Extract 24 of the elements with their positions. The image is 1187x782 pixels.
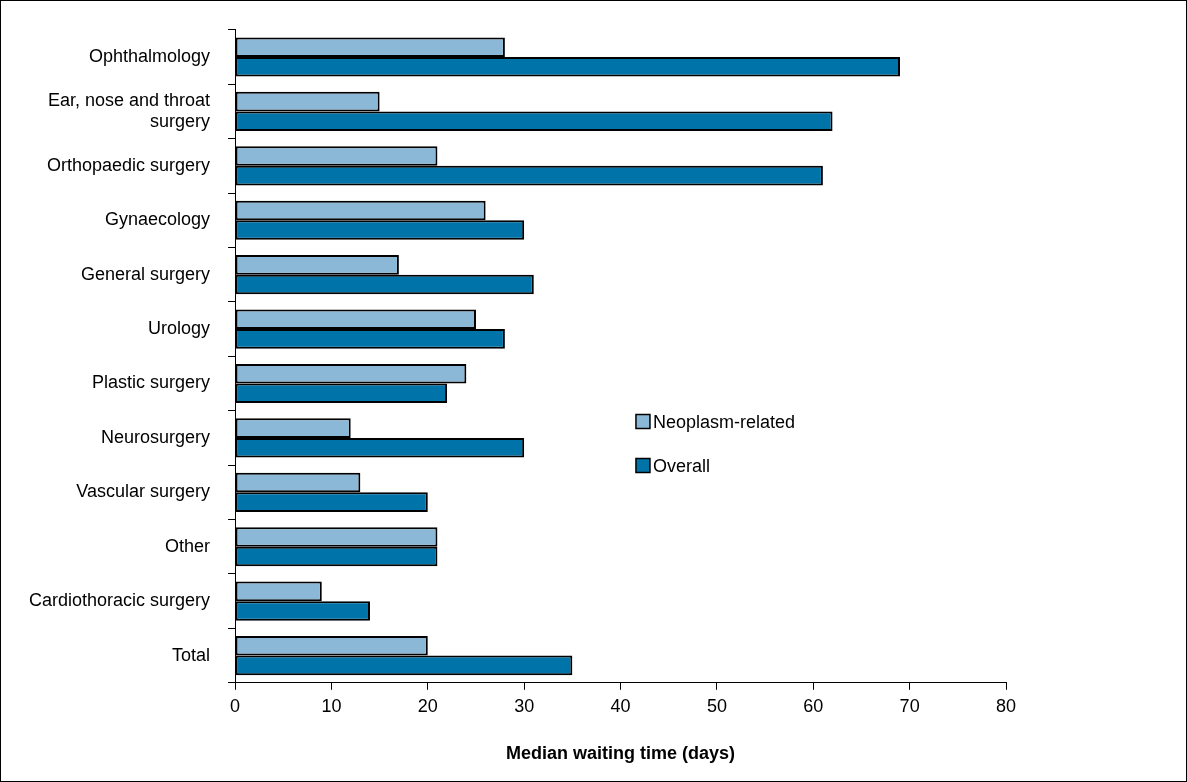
legend-label: Neoplasm-related [652,411,796,432]
y-tick-label: Gynaecology [104,209,211,230]
y-tick-label: Ear, nose and throat surgery [47,89,211,132]
y-tick-label: Total [172,644,211,665]
y-tick-label: Plastic surgery [92,372,211,393]
x-tick-label: 80 [995,695,1017,716]
x-tick-label: 60 [803,695,824,716]
x-tick-label: 70 [899,695,920,716]
y-tick-label: Neurosurgery [101,426,211,447]
y-tick-label: Orthopaedic surgery [46,154,211,175]
x-tick-label: 0 [230,695,241,716]
legend-label: Overall [652,455,710,476]
y-tick-label: Vascular surgery [76,481,211,502]
x-tick-label: 40 [610,695,631,716]
y-tick-label: Ophthalmology [88,45,211,66]
y-tick-label: General surgery [81,263,211,284]
x-tick-label: 30 [514,695,535,716]
x-axis-title: Median waiting time (days) [506,743,736,764]
x-tick-label: 50 [706,695,727,716]
x-tick-label: 20 [417,695,438,716]
y-tick-label: Other [165,535,211,556]
y-tick-label: Cardiothoracic surgery [28,590,211,611]
x-tick-label: 10 [321,695,342,716]
y-tick-label: Urology [148,318,211,339]
